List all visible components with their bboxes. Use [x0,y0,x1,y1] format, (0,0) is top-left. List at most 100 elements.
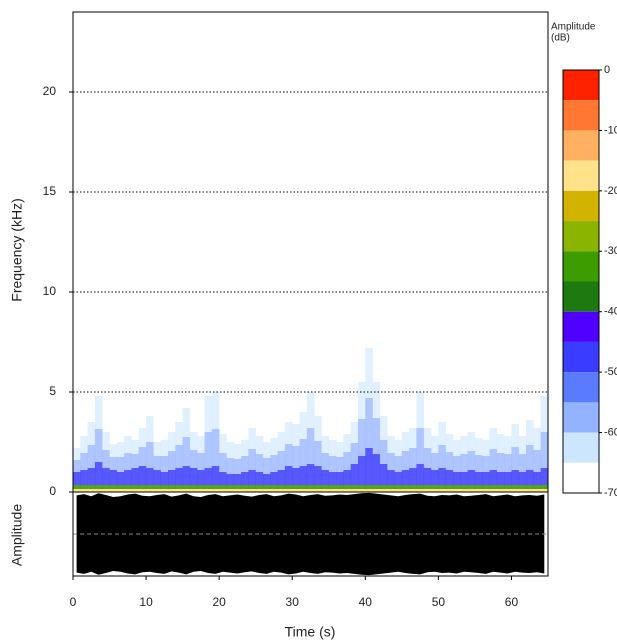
spectrogram-cell [182,437,191,466]
colorbar-tick-label: 0 [604,64,610,76]
spectrogram-cell [460,436,468,454]
spectrogram-cell [387,453,395,470]
spectrogram-cell [365,448,373,485]
spectrogram-cell [438,468,446,485]
spectrogram-cell [431,485,439,489]
spectrogram-cell [182,489,191,492]
spectrogram-cell [474,438,483,455]
spectrogram-cell [263,485,271,489]
spectrogram-cell [299,489,308,492]
spectrogram-cell [372,489,381,492]
spectrogram-cell [358,382,366,419]
spectrogram-cell [138,466,147,485]
spectrogram-cell [284,422,293,444]
spectrogram-cell [453,489,461,492]
colorbar-frame [562,69,600,494]
spectrogram-cell [80,489,88,492]
y-tick-label: 20 [43,84,57,98]
spectrogram-cell [153,470,161,485]
spectrogram-cell [292,424,300,446]
spectrogram-cell [197,485,205,489]
spectrogram-cell [248,449,256,470]
spectrogram-cell [379,489,388,492]
spectrogram-cell [255,489,264,492]
spectrogram-cell [328,489,337,492]
spectrogram-cell [109,485,118,489]
spectrogram-cell [489,485,498,489]
spectrogram-cell [102,450,110,468]
spectrogram-cell [482,440,490,456]
y-tick-label: 5 [49,384,56,398]
spectrogram-cell [496,453,505,472]
spectrogram-cell [138,485,147,489]
spectrogram-cell [431,436,439,453]
spectrogram-cell [248,489,256,492]
spectrogram-cell [204,396,213,432]
spectrogram-cell [182,485,191,489]
spectrogram-cell [226,458,235,474]
spectrogram-cell [540,468,549,485]
spectrogram-cell [73,489,81,492]
colorbar-band [563,462,599,493]
spectrogram-cell [372,454,381,485]
spectrogram-cell [336,442,344,457]
spectrogram-cell [350,485,359,489]
spectrogram-cell [526,445,534,470]
spectrogram-cell [379,464,388,485]
spectrogram-cell [87,445,96,468]
spectrogram-cell [146,489,154,492]
colorbar-band [563,402,599,433]
spectrogram-cell [504,436,512,454]
colorbar-title: (dB) [551,33,570,44]
spectrogram-cell [255,472,264,485]
spectrogram-cell [131,440,140,454]
spectrogram-cell [511,447,520,470]
spectrogram-cell [124,453,132,470]
spectrogram-cell [211,466,220,485]
spectrogram-cell [540,396,549,432]
spectrogram-cell [255,436,264,454]
spectrogram-cell [321,470,330,485]
spectrogram-cell [533,489,541,492]
spectrogram-cell [401,451,410,470]
spectrogram-cell [314,441,322,466]
spectrogram-cell [431,470,439,485]
spectrogram-cell [102,485,110,489]
spectrogram-cell [131,454,140,468]
spectrogram-cell [401,470,410,485]
spectrogram-cell [423,468,432,485]
spectrogram-cell [511,489,520,492]
spectrogram-cell [87,485,96,489]
x-tick-label: 20 [212,595,226,609]
spectrogram-cell [277,451,286,470]
spectrogram-cell [197,489,205,492]
spectrogram-cell [277,432,286,451]
spectrogram-cell [394,485,403,489]
spectrogram-cell [350,489,359,492]
spectrogram-cell [431,453,439,470]
spectrogram-cell [189,468,198,485]
spectrogram-cell [204,432,213,468]
spectrogram-cell [233,444,242,459]
spectrogram-cell [336,472,344,485]
colorbar-band [563,160,599,191]
spectrogram-cell [138,428,147,447]
spectrogram-cell [482,489,490,492]
spectrogram-cell [116,485,125,489]
spectrogram-cell [343,470,351,485]
colorbar-tick-label: -60 [604,426,617,438]
spectrogram-cell [248,428,256,449]
spectrogram-cell [87,489,96,492]
spectrogram-cell [453,472,461,485]
colorbar-band [563,341,599,373]
spectrogram-cell [87,422,96,445]
spectrogram-cell [445,434,454,452]
spectrogram-cell [474,489,483,492]
spectrogram-cell [416,428,425,464]
colorbar-band [563,372,599,403]
spectrogram-cell [270,455,278,472]
spectrogram-cell [124,485,132,489]
spectrogram-cell [511,424,520,447]
spectrogram-cell [306,489,315,492]
spectrogram-cell [453,456,461,472]
